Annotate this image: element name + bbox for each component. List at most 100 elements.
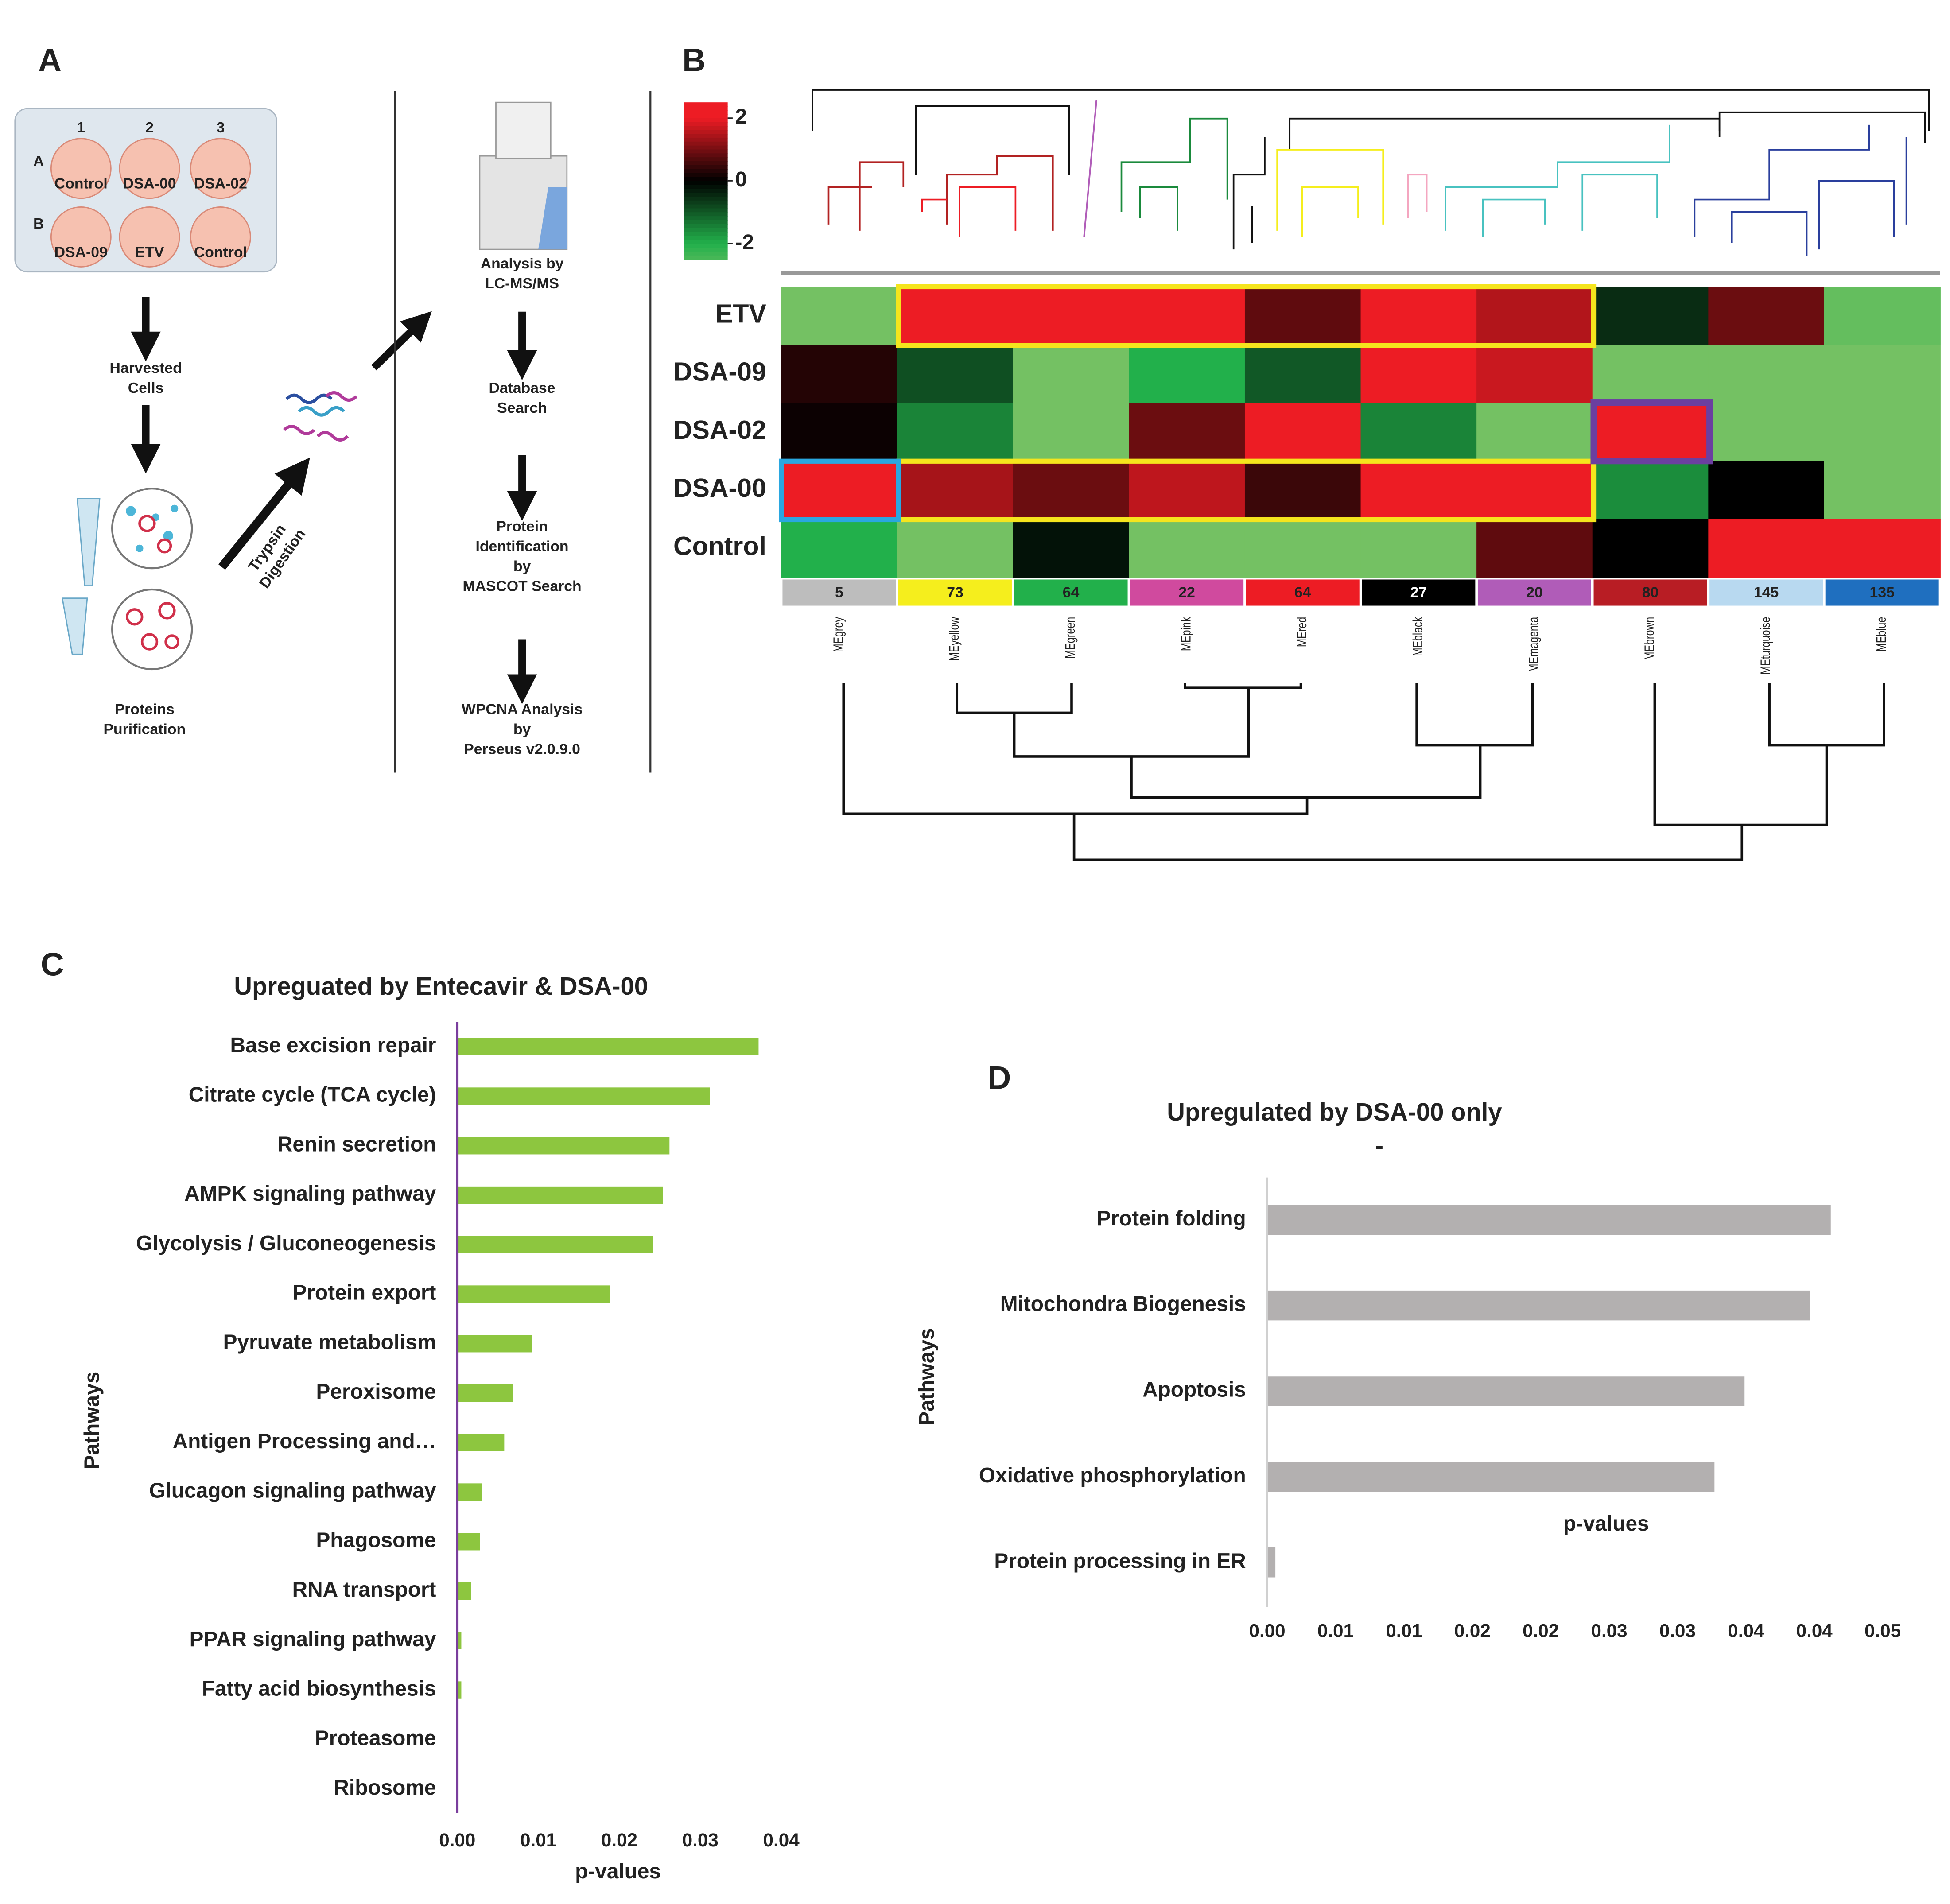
bar bbox=[457, 1137, 670, 1155]
heatmap-cell bbox=[897, 519, 1014, 578]
heatmap-cell bbox=[1129, 403, 1246, 462]
module-cell bbox=[1130, 579, 1244, 606]
colorbar-step bbox=[684, 102, 728, 107]
x-tick-label: 0.00 bbox=[439, 1830, 475, 1850]
heatmap-cell bbox=[1013, 345, 1130, 404]
module-cell bbox=[898, 579, 1012, 606]
step-label: MASCOT Search bbox=[462, 578, 581, 594]
heatmap-cell bbox=[1476, 519, 1593, 578]
colorbar-step bbox=[684, 145, 728, 150]
heatmap-cell bbox=[1824, 287, 1941, 345]
chart-subtitle: - bbox=[1375, 1132, 1383, 1159]
module-name: MEbrown bbox=[1641, 617, 1657, 660]
well bbox=[119, 206, 180, 268]
category-label: AMPK signaling pathway bbox=[184, 1182, 436, 1206]
colorbar-step bbox=[684, 200, 728, 205]
module-size: 22 bbox=[1178, 584, 1195, 601]
heatmap-cell bbox=[1360, 345, 1477, 404]
step-label: Cells bbox=[128, 380, 164, 396]
colorbar-step bbox=[684, 192, 728, 198]
dots bbox=[126, 504, 179, 552]
category-label: Base excision repair bbox=[230, 1034, 436, 1057]
category-label: Mitochondra Biogenesis bbox=[1000, 1292, 1246, 1316]
heatmap-cell bbox=[1708, 403, 1825, 462]
colorbar-step bbox=[684, 185, 728, 190]
module-name: MEpink bbox=[1178, 617, 1193, 651]
highlight-boxes bbox=[778, 284, 1713, 523]
heatmap-cell bbox=[1013, 287, 1130, 345]
plate-column: 1 bbox=[77, 119, 85, 136]
heatmap-cell bbox=[1824, 403, 1941, 462]
proteins bbox=[111, 588, 193, 671]
colorbar-step bbox=[684, 141, 728, 147]
chart-title: Upreguated by Entecavir & DSA-00 bbox=[234, 972, 648, 1000]
bar bbox=[457, 1434, 505, 1451]
gene-dendrogram bbox=[781, 89, 1940, 275]
x-tick-label: 0.02 bbox=[601, 1830, 637, 1850]
heatmap-cell bbox=[1476, 345, 1593, 404]
step-label: Protein bbox=[496, 518, 548, 535]
category-label: RNA transport bbox=[292, 1578, 436, 1602]
bar bbox=[457, 1681, 462, 1699]
well-label: DSA-02 bbox=[194, 175, 247, 192]
colorbar-step bbox=[684, 232, 728, 237]
colorbar-step bbox=[684, 161, 728, 166]
colorbar-step bbox=[684, 236, 728, 240]
module-name: MEgreen bbox=[1062, 617, 1077, 659]
well bbox=[190, 138, 251, 199]
category-label: Pyruvate metabolism bbox=[223, 1330, 436, 1354]
heatmap-cell bbox=[1129, 287, 1246, 345]
x-tick-label: 0.00 bbox=[1249, 1620, 1286, 1641]
colorbar-step bbox=[684, 130, 728, 135]
category-label: PPAR signaling pathway bbox=[190, 1628, 436, 1651]
category-label: Protein export bbox=[292, 1281, 436, 1305]
heatmap-cell bbox=[1360, 287, 1477, 345]
bar bbox=[457, 1335, 532, 1353]
module-name: MEmagenta bbox=[1526, 617, 1541, 672]
module-cell bbox=[1246, 579, 1360, 606]
bar bbox=[457, 1236, 653, 1253]
heatmap-cell bbox=[897, 345, 1014, 404]
module-name: MEgrey bbox=[830, 617, 846, 652]
module-name: MEyellow bbox=[946, 617, 962, 661]
module-cell bbox=[1593, 579, 1707, 606]
bar bbox=[1267, 1547, 1276, 1578]
heatmap-cell bbox=[1708, 519, 1825, 578]
module-size: 135 bbox=[1870, 584, 1895, 601]
well bbox=[50, 206, 112, 268]
plate-row: B bbox=[33, 215, 44, 232]
colorbar-step bbox=[684, 153, 728, 158]
x-tick-label: 0.01 bbox=[520, 1830, 556, 1850]
step-label: Proteins bbox=[115, 701, 175, 718]
bar bbox=[457, 1087, 710, 1105]
category-label: Renin secretion bbox=[277, 1132, 436, 1156]
module-cell bbox=[1014, 579, 1128, 606]
category-label: Antigen Processing and… bbox=[173, 1430, 436, 1453]
bar bbox=[1267, 1462, 1715, 1492]
well bbox=[190, 206, 251, 268]
module-size: 64 bbox=[1063, 584, 1080, 601]
instrument-panel bbox=[538, 187, 567, 250]
module-size: 5 bbox=[835, 584, 843, 601]
heatmap-cell bbox=[1244, 403, 1361, 462]
x-tick-label: 0.04 bbox=[763, 1830, 800, 1850]
heatmap-cell bbox=[1592, 519, 1709, 578]
panel-a: A bbox=[14, 42, 652, 773]
colorbar-step bbox=[684, 173, 728, 178]
well bbox=[119, 138, 180, 199]
plate-column: 3 bbox=[216, 119, 225, 136]
x-tick-label: 0.02 bbox=[1454, 1620, 1491, 1641]
row-label: DSA-00 bbox=[673, 473, 766, 503]
step-label: Search bbox=[497, 399, 547, 416]
colorbar-step bbox=[684, 149, 728, 154]
heatmap-cell bbox=[781, 345, 898, 404]
heatmap-cell bbox=[1592, 287, 1709, 345]
colorbar-step bbox=[684, 165, 728, 170]
heatmap-cell bbox=[781, 519, 898, 578]
well-label: ETV bbox=[135, 244, 164, 260]
bar bbox=[457, 1384, 513, 1402]
category-label: Glucagon signaling pathway bbox=[149, 1479, 436, 1503]
module-cell bbox=[1825, 579, 1939, 606]
row-label: DSA-09 bbox=[673, 357, 766, 387]
colorbar-step bbox=[684, 240, 728, 244]
